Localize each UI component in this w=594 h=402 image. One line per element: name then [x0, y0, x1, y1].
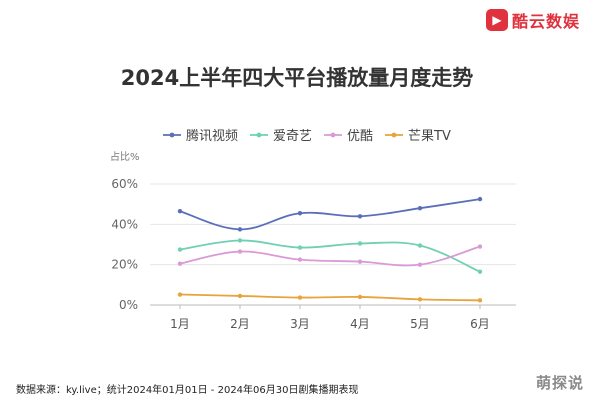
x-tick-label: 3月: [290, 317, 310, 331]
data-point: [177, 247, 183, 252]
brand-logo: ▶ 酷云数娱: [485, 8, 580, 32]
x-tick-label: 2月: [230, 317, 250, 331]
data-point: [177, 292, 183, 297]
y-tick-label: 0%: [119, 298, 138, 312]
watermark: 萌探说: [535, 374, 584, 392]
brand-name: 酷云数娱: [511, 12, 580, 31]
data-point: [477, 298, 483, 303]
data-point: [297, 295, 303, 300]
x-tick-label: 6月: [470, 317, 490, 331]
data-source-note: 数据来源：ky.live；统计2024年01月01日 - 2024年06月30日…: [16, 385, 359, 396]
data-point: [477, 244, 483, 249]
legend-swatch-dot: [169, 132, 175, 138]
data-point: [237, 238, 243, 243]
chart-title: 2024上半年四大平台播放量月度走势: [120, 66, 474, 90]
data-point: [237, 293, 243, 299]
series-line: [179, 198, 481, 231]
data-point: [417, 243, 423, 248]
data-point: [357, 259, 363, 264]
legend-entry: 芒果TV: [408, 128, 451, 144]
data-point: [357, 214, 363, 219]
series-line: [179, 293, 481, 302]
data-point: [417, 262, 423, 267]
data-point: [237, 227, 243, 232]
legend-swatch-dot: [330, 132, 336, 138]
legend-entry: 优酷: [347, 129, 373, 144]
legend-swatch-dot: [256, 132, 262, 138]
brand-play-icon: ▶: [485, 9, 508, 31]
x-tick-label: 1月: [170, 317, 190, 331]
y-axis-label: 占比%: [110, 150, 140, 163]
data-point: [417, 297, 423, 302]
x-tick-label: 5月: [410, 317, 430, 331]
y-tick-label: 40%: [111, 217, 138, 231]
data-point: [477, 269, 483, 274]
data-point: [177, 261, 183, 266]
x-tick-label: 4月: [350, 317, 370, 331]
data-point: [357, 294, 363, 300]
data-point: [177, 209, 183, 214]
legend-entry: 腾讯视频: [186, 128, 238, 144]
series-line: [179, 245, 481, 267]
data-point: [237, 249, 243, 254]
data-point: [297, 211, 303, 216]
y-tick-label: 60%: [111, 177, 138, 191]
legend-swatch-dot: [391, 132, 397, 138]
data-point: [477, 196, 483, 202]
data-point: [297, 257, 303, 262]
data-point: [417, 206, 423, 211]
legend-entry: 爱奇艺: [273, 128, 312, 144]
y-tick-label: 20%: [111, 258, 138, 272]
data-point: [297, 245, 303, 250]
data-point: [357, 241, 363, 246]
series-line: [179, 239, 481, 273]
